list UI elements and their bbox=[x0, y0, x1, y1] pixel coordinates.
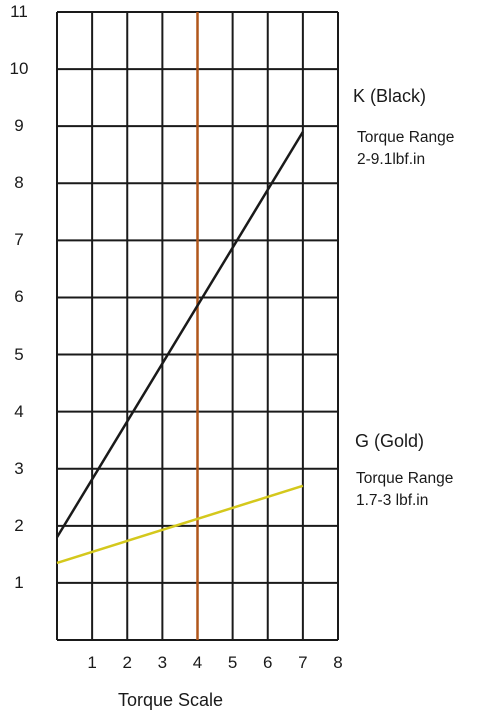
k-range-line1: Torque Range bbox=[357, 129, 455, 146]
x-tick-label-2: 2 bbox=[122, 653, 132, 672]
x-tick-label-5: 5 bbox=[227, 653, 238, 672]
y-tick-label-11: 11 bbox=[10, 2, 28, 21]
legend-g-title: G (Gold) bbox=[355, 431, 425, 451]
y-tick-label-10: 10 bbox=[9, 59, 29, 79]
x-tick-label-3: 3 bbox=[157, 653, 168, 672]
x-tick-label-7: 7 bbox=[298, 653, 308, 672]
x-tick-label-8: 8 bbox=[333, 653, 343, 672]
x-axis-label: Torque Scale bbox=[118, 690, 224, 710]
y-tick-label-8: 8 bbox=[14, 173, 24, 193]
series-line-k-black bbox=[55, 131, 304, 538]
y-tick-label-1: 1 bbox=[14, 572, 24, 592]
y-tick-label-6: 6 bbox=[14, 287, 24, 307]
y-tick-label-7: 7 bbox=[14, 230, 24, 250]
y-tick-label-3: 3 bbox=[14, 458, 24, 478]
x-tick-label-6: 6 bbox=[263, 653, 273, 672]
g-range-line2: 1.7-3 lbf.in bbox=[356, 492, 429, 509]
series-lines bbox=[55, 131, 304, 565]
y-tick-label-9: 9 bbox=[14, 116, 24, 136]
y-tick-label-4: 4 bbox=[14, 401, 24, 421]
y-tick-label-5: 5 bbox=[14, 344, 24, 364]
x-tick-label-4: 4 bbox=[192, 653, 203, 672]
k-range-line2: 2-9.1lbf.in bbox=[357, 151, 426, 168]
x-tick-label-1: 1 bbox=[87, 653, 97, 672]
series-line-g-gold bbox=[56, 484, 304, 565]
y-tick-label-2: 2 bbox=[14, 515, 24, 535]
g-range-line1: Torque Range bbox=[356, 470, 454, 487]
legend-k-title: K (Black) bbox=[353, 86, 427, 106]
